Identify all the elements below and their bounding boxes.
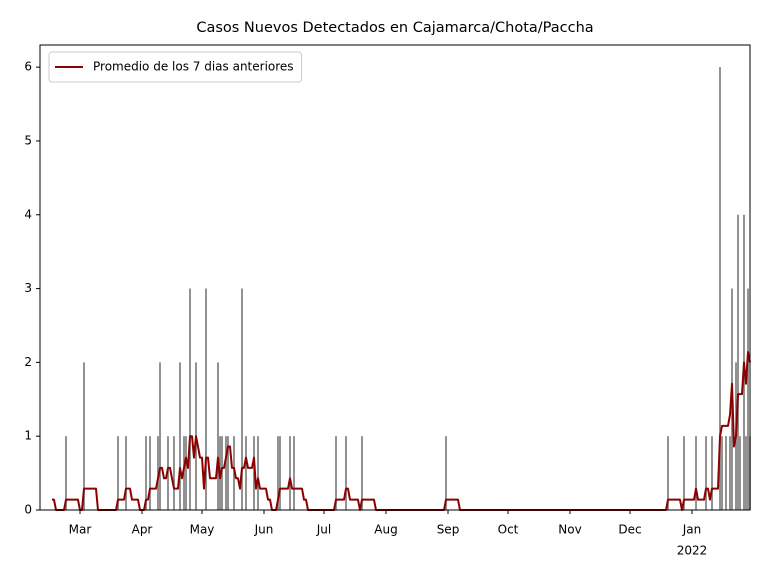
x-tick-label: Jul bbox=[316, 523, 331, 537]
bar bbox=[241, 288, 243, 510]
y-tick-label: 3 bbox=[24, 281, 32, 295]
bar bbox=[257, 436, 259, 510]
x-tick-label: Apr bbox=[132, 523, 153, 537]
bar bbox=[289, 436, 291, 510]
y-tick-label: 5 bbox=[24, 133, 32, 147]
legend-box bbox=[48, 51, 303, 83]
bar bbox=[705, 436, 707, 510]
bar bbox=[217, 362, 219, 510]
bar bbox=[65, 436, 67, 510]
bar bbox=[725, 436, 727, 510]
bar bbox=[745, 436, 747, 510]
bar bbox=[279, 436, 281, 510]
bar bbox=[739, 436, 741, 510]
x-tick-label: Dec bbox=[618, 523, 641, 537]
x-year-label: 2022 bbox=[677, 544, 708, 558]
bar bbox=[445, 436, 447, 510]
y-tick-label: 2 bbox=[24, 355, 32, 369]
x-tick-label: Aug bbox=[374, 523, 397, 537]
bar bbox=[225, 436, 227, 510]
bar bbox=[149, 436, 151, 510]
bar bbox=[737, 214, 739, 510]
line bbox=[52, 351, 751, 511]
y-tick-label: 6 bbox=[24, 60, 32, 74]
bar bbox=[361, 436, 363, 510]
legend: Promedio de los 7 dias anteriores bbox=[48, 51, 303, 83]
bar bbox=[159, 362, 161, 510]
x-tick-label: Sep bbox=[437, 523, 460, 537]
bar bbox=[277, 436, 279, 510]
y-tick-label: 0 bbox=[24, 503, 32, 517]
x-tick-label: Jun bbox=[254, 523, 274, 537]
bar bbox=[345, 436, 347, 510]
x-tick-label: Oct bbox=[498, 523, 519, 537]
bar bbox=[683, 436, 685, 510]
plot-frame bbox=[39, 44, 751, 511]
bar bbox=[125, 436, 127, 510]
bar bbox=[729, 436, 731, 510]
x-tick-label: Mar bbox=[69, 523, 92, 537]
x-tick-label: Nov bbox=[558, 523, 581, 537]
bar bbox=[185, 436, 187, 510]
bar bbox=[205, 288, 207, 510]
bar bbox=[721, 436, 723, 510]
bar bbox=[747, 288, 749, 510]
bar bbox=[245, 436, 247, 510]
bar bbox=[335, 436, 337, 510]
y-tick-label: 1 bbox=[24, 429, 32, 443]
bar bbox=[189, 288, 191, 510]
bar bbox=[695, 436, 697, 510]
bar bbox=[173, 436, 175, 510]
bar bbox=[145, 436, 147, 510]
bar bbox=[293, 436, 295, 510]
bar bbox=[117, 436, 119, 510]
legend-label: Promedio de los 7 dias anteriores bbox=[93, 60, 294, 74]
bar bbox=[227, 436, 229, 510]
bar bbox=[83, 362, 85, 510]
bar bbox=[719, 67, 721, 511]
bar bbox=[179, 362, 181, 510]
chart-title: Casos Nuevos Detectados en Cajamarca/Cho… bbox=[196, 20, 593, 36]
y-tick-label: 4 bbox=[24, 207, 32, 221]
bar bbox=[667, 436, 669, 510]
x-tick-label: May bbox=[190, 523, 215, 537]
x-tick-label: Jan bbox=[682, 523, 702, 537]
bar bbox=[711, 436, 713, 510]
